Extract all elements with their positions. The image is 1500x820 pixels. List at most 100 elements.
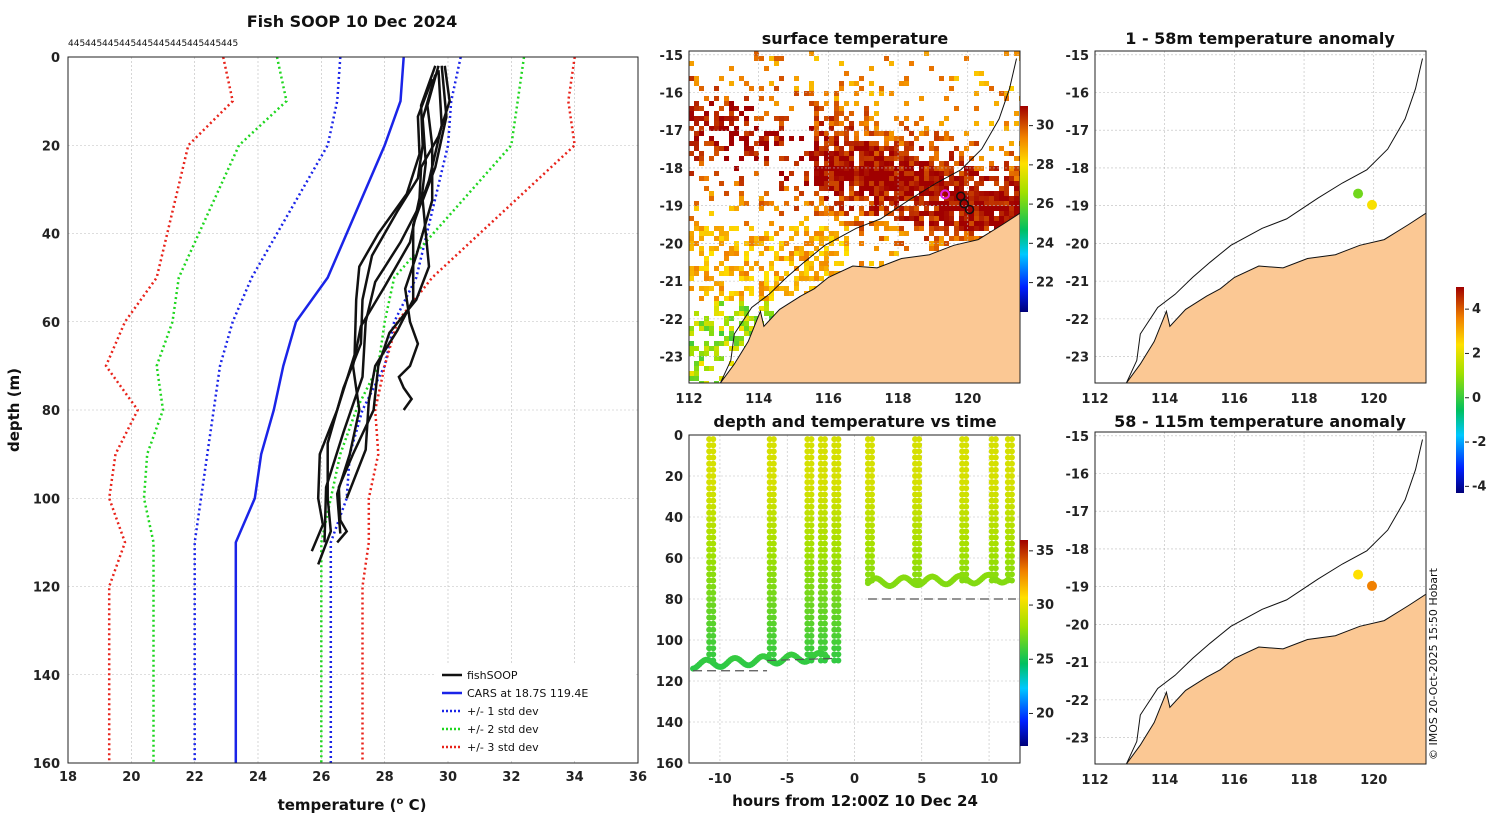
sst-pixel (839, 261, 844, 266)
depth-time-point (916, 522, 923, 529)
depth-time-point (835, 442, 842, 449)
sst-pixel (969, 186, 974, 191)
sst-pixel (809, 126, 814, 131)
depth-time-point (868, 436, 875, 443)
sst-pixel (999, 201, 1004, 206)
sst-pixel (954, 206, 959, 211)
depth-time-point (916, 559, 923, 566)
sst-pixel (749, 246, 754, 251)
sst-pixel (899, 206, 904, 211)
sst-pixel (934, 146, 939, 151)
depth-time-point (821, 552, 828, 559)
sst-pixel (689, 231, 694, 236)
sst-pixel (934, 246, 939, 251)
depth-time-point (916, 546, 923, 553)
sst-pixel (724, 236, 729, 241)
sst-pixel (689, 216, 694, 221)
sst-pixel (924, 166, 929, 171)
sst-pixel (844, 246, 849, 251)
depth-time-ytick: 60 (665, 552, 683, 567)
sst-pixel (889, 131, 894, 136)
sst-pixel (824, 141, 829, 146)
depth-time-point (835, 626, 842, 633)
sst-pixel (984, 221, 989, 226)
sst-pixel (929, 186, 934, 191)
depth-time-point (710, 454, 717, 461)
sst-pixel (829, 251, 834, 256)
sst-pixel (979, 201, 984, 206)
sst-pixel (829, 176, 834, 181)
depth-time-point (808, 546, 815, 553)
depth-time-point (963, 571, 970, 578)
sst-pixel (999, 211, 1004, 216)
map-lat-tick: -20 (660, 237, 684, 252)
map-lon-tick: 114 (1151, 392, 1178, 407)
depth-time-point (808, 503, 815, 510)
depth-time-point (821, 583, 828, 590)
sst-pixel (949, 76, 954, 81)
sst-pixel (764, 201, 769, 206)
sst-pixel (879, 91, 884, 96)
depth-time-point (821, 589, 828, 596)
depth-time-point (770, 651, 777, 658)
depth-time-point (868, 540, 875, 547)
sst-pixel (714, 141, 719, 146)
depth-time-point (710, 479, 717, 486)
sst-pixel (974, 166, 979, 171)
sst-pixel (939, 161, 944, 166)
sst-pixel (944, 96, 949, 101)
sst-pixel (979, 181, 984, 186)
depth-time-point (821, 620, 828, 627)
sst-pixel (989, 166, 994, 171)
sst-pixel (989, 221, 994, 226)
colorbar-tick-label: 4 (1472, 302, 1481, 317)
sst-pixel (794, 281, 799, 286)
sst-pixel (889, 146, 894, 151)
depth-time-point (821, 466, 828, 473)
sst-pixel (849, 81, 854, 86)
sst-pixel (739, 156, 744, 161)
sst-pixel (694, 76, 699, 81)
depth-time-point (868, 522, 875, 529)
sst-pixel (729, 81, 734, 86)
depth-time-point (1008, 552, 1015, 559)
map-lat-tick: -19 (660, 200, 684, 215)
sst-pixel (914, 186, 919, 191)
sst-pixel (809, 276, 814, 281)
sst-pixel (789, 236, 794, 241)
depth-time-point (835, 454, 842, 461)
sst-pixel (979, 71, 984, 76)
sst-pixel (854, 196, 859, 201)
depth-time-ytick: 0 (674, 429, 683, 444)
sst-pixel (739, 196, 744, 201)
sst-pixel (994, 221, 999, 226)
sst-pixel (994, 176, 999, 181)
sst-pixel (829, 136, 834, 141)
sst-pixel (859, 86, 864, 91)
sst-pixel (814, 176, 819, 181)
sst-pixel (849, 186, 854, 191)
sst-pixel (869, 91, 874, 96)
sst-pixel (739, 191, 744, 196)
sst-pixel (814, 126, 819, 131)
sst-pixel (809, 91, 814, 96)
sst-pixel (839, 86, 844, 91)
profile-ytick: 80 (42, 404, 60, 419)
depth-time-xtick: 5 (917, 772, 926, 787)
depth-time-point (992, 509, 999, 516)
depth-time-point (992, 442, 999, 449)
sst-pixel (744, 221, 749, 226)
map-lat-tick: -18 (660, 162, 684, 177)
sst-pixel (774, 271, 779, 276)
sst-pixel (814, 56, 819, 61)
depth-time-point (835, 509, 842, 516)
sst-pixel (839, 106, 844, 111)
sst-pixel (924, 176, 929, 181)
sst-pixel (769, 131, 774, 136)
sst-pixel (1014, 176, 1019, 181)
sst-pixel (834, 101, 839, 106)
sst-pixel (734, 226, 739, 231)
depth-time-point (868, 460, 875, 467)
sst-pixel (984, 211, 989, 216)
sst-pixel (974, 181, 979, 186)
